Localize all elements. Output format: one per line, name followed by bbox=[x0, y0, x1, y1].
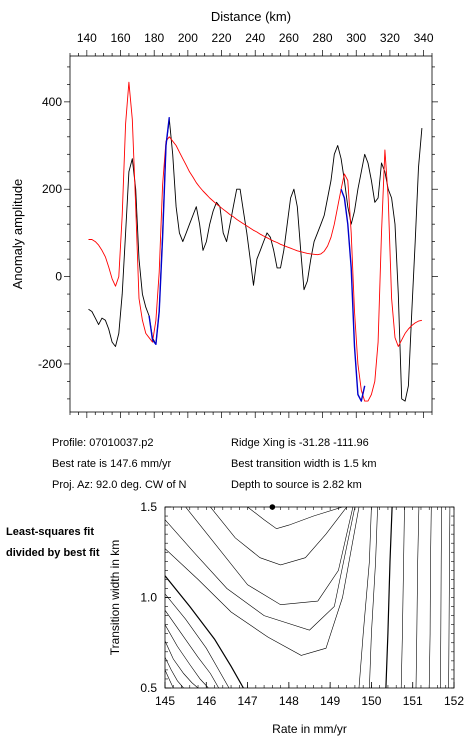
y-tick-label: 1.5 bbox=[140, 500, 157, 514]
x-tick-label: 240 bbox=[245, 31, 265, 45]
contour-legend-note: Least-squares fit divided by best fit bbox=[6, 526, 100, 559]
x-tick-label: 148 bbox=[279, 694, 299, 708]
contour-line bbox=[165, 640, 199, 688]
best-width-info: Best transition width is 1.5 km bbox=[231, 458, 377, 470]
x-tick-label: 145 bbox=[155, 694, 175, 708]
x-tick-label: 220 bbox=[212, 31, 232, 45]
model-anomaly-line bbox=[88, 81, 423, 402]
x-tick-label: 146 bbox=[196, 694, 216, 708]
contour-line bbox=[165, 507, 356, 631]
y-tick-label: 1.0 bbox=[140, 591, 157, 605]
ridge-crossing-info: Ridge Xing is -31.28 -111.96 bbox=[231, 437, 369, 449]
contour-line bbox=[358, 507, 372, 688]
y-tick-label: 0.5 bbox=[140, 681, 157, 695]
x-tick-label: 200 bbox=[178, 31, 198, 45]
x-tick-label: 160 bbox=[110, 31, 130, 45]
x-axis-title: Distance (km) bbox=[211, 9, 291, 24]
y-tick-label: 400 bbox=[42, 95, 62, 109]
contour-line bbox=[165, 575, 244, 688]
x-tick-label: 149 bbox=[320, 694, 340, 708]
best-rate-info: Best rate is 147.6 mm/yr bbox=[52, 458, 172, 470]
contour-line bbox=[247, 507, 343, 530]
y-tick-label: -200 bbox=[38, 357, 62, 371]
contour-lines bbox=[165, 507, 451, 688]
y-axis-title: Anomaly amplitude bbox=[10, 179, 25, 290]
anomaly-profile-chart: 140 160 180 200 220 240 260 280 300 320 340 -200 0 20… bbox=[10, 9, 438, 418]
contour-line bbox=[165, 610, 219, 688]
contour-line bbox=[165, 624, 209, 688]
x-tick-label: 260 bbox=[279, 31, 299, 45]
least-squares-contour-chart: 145 146 147 148 149 150 151 152 0.5 1.0 1.5 Rate in… bbox=[108, 500, 464, 736]
x-tick-label: 150 bbox=[361, 694, 381, 708]
contour-line bbox=[165, 657, 184, 688]
x-tick-label: 300 bbox=[346, 31, 366, 45]
contour-line bbox=[428, 507, 432, 688]
contour-line bbox=[165, 669, 174, 688]
x-tick-label: 147 bbox=[238, 694, 258, 708]
x-axis-title: Rate in mm/yr bbox=[272, 722, 347, 736]
best-fit-marker bbox=[269, 504, 276, 510]
x-tick-label: 151 bbox=[403, 694, 423, 708]
contour-line bbox=[385, 507, 393, 688]
contour-line bbox=[165, 593, 230, 688]
contour-line bbox=[400, 507, 405, 688]
profile-info: Profile: 07010037.p2 bbox=[52, 437, 154, 449]
contour-line bbox=[415, 507, 420, 688]
x-tick-label: 152 bbox=[444, 694, 464, 708]
contour-line bbox=[448, 507, 451, 688]
depth-to-source-info: Depth to source is 2.82 km bbox=[231, 479, 362, 491]
contour-frame bbox=[164, 506, 455, 689]
x-tick-label: 320 bbox=[380, 31, 400, 45]
fitted-segment-left-line bbox=[148, 117, 170, 345]
y-tick-label: 0 bbox=[55, 270, 62, 284]
y-tick-label: 200 bbox=[42, 182, 62, 196]
contour-line bbox=[165, 507, 360, 656]
projection-azimuth-info: Proj. Az: 92.0 deg. CW of N bbox=[52, 479, 187, 491]
x-tick-label: 280 bbox=[313, 31, 333, 45]
contour-line bbox=[440, 507, 442, 688]
contour-line bbox=[185, 507, 354, 606]
contour-line bbox=[369, 507, 378, 688]
observed-anomaly-line bbox=[88, 118, 423, 402]
contour-line bbox=[210, 507, 347, 566]
x-tick-label: 140 bbox=[77, 31, 97, 45]
x-tick-label: 180 bbox=[144, 31, 164, 45]
y-axis-title: Transition width in km bbox=[108, 540, 122, 656]
plot-frame bbox=[69, 55, 433, 413]
fitted-segment-right-line bbox=[340, 188, 366, 402]
x-tick-label: 340 bbox=[414, 31, 434, 45]
